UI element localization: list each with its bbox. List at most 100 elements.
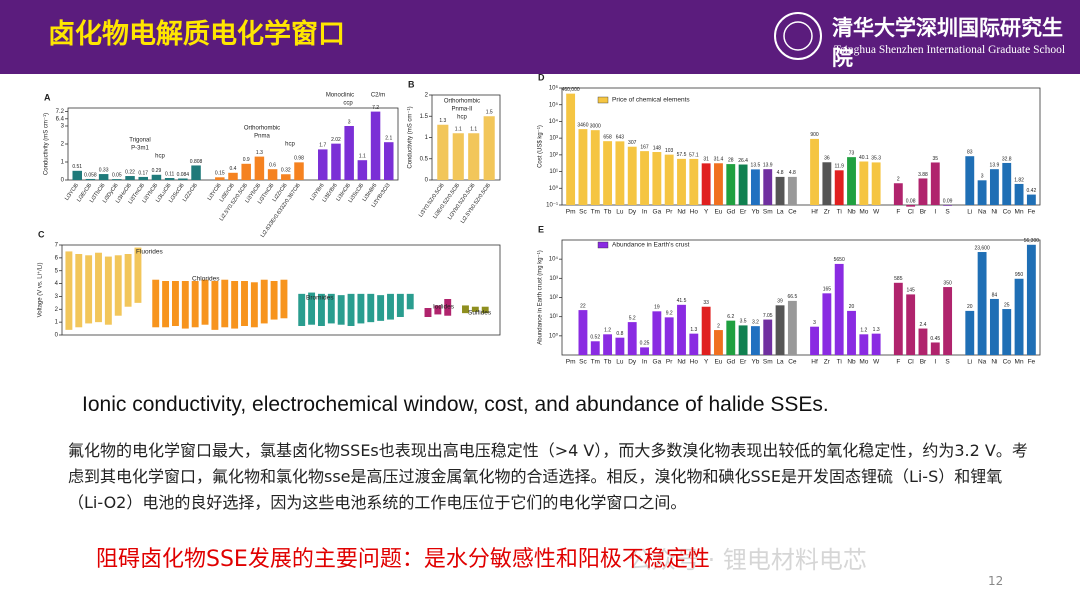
bar [1014,278,1024,355]
panel-letter: B [408,79,415,89]
x-tick-label: Na [978,359,987,366]
value-label: 31 [703,157,709,163]
bar [640,151,649,205]
range-bar [134,247,142,303]
bar [483,116,495,180]
value-label: 7.05 [763,313,773,319]
value-label: 3460 [577,122,588,128]
bar [164,178,175,180]
bar [906,205,916,207]
y-tick-label: 10⁰ [549,185,559,192]
y-axis-label: Cost (US$ kg⁻¹) [538,125,544,168]
value-label: 2.02 [331,137,341,143]
y-tick-label: 10² [549,152,558,158]
bar [930,342,940,355]
x-tick-label: Yb [751,359,759,366]
bar [112,179,122,180]
value-label: 28 [728,157,734,163]
value-label: 658 [603,135,612,141]
bar [810,138,819,205]
range-bar [152,279,160,328]
bar [847,310,856,355]
bar [834,263,844,355]
y-tick-label: 0 [425,178,429,184]
bar [943,205,953,206]
range-bar [114,255,122,316]
value-label: 0.52 [590,335,600,341]
value-label: 1.1 [455,127,462,133]
bar [787,176,797,205]
bar [85,178,96,180]
value-label: 40.1 [859,155,869,161]
header-band [0,0,1080,74]
x-tick-label: Sm [763,209,773,216]
paragraph: 氟化物的电化学窗口最大，氯基卤化物SSEs也表现出高电压稳定性（>4 V），而大… [68,441,1028,512]
y-axis-label: Abundance in Earth crust (mg kg⁻¹) [538,250,544,345]
value-label: 0.09 [943,198,953,204]
x-tick-label: Ti [837,359,842,366]
value-label: 7.2 [372,105,379,111]
bar [1014,183,1024,205]
bar [664,317,674,355]
bar [750,169,760,205]
value-label: 57.5 [677,152,687,158]
caption: Ionic conductivity, electrochemical wind… [82,393,829,416]
range-bar [462,305,469,314]
group-label: Iodides [433,304,455,311]
value-label: 36 [824,156,830,162]
value-label: 460,000 [562,87,580,93]
value-label: 1.7 [319,143,326,149]
annotation: C2/m [371,93,385,99]
bar [468,133,480,180]
x-tick-label: Er [740,209,747,216]
bar [627,146,637,205]
value-label: 19 [654,305,660,311]
y-tick-label: 10² [549,295,558,301]
value-label: 1.3 [690,327,697,333]
range-bar [387,293,394,320]
legend-label: Price of chemical elements [612,97,690,104]
value-label: 1.1 [470,127,477,133]
group-label: Sulfides [468,310,492,317]
bar [241,163,251,180]
x-tick-label: Li [967,209,972,216]
x-tick-label: Ce [788,359,797,366]
range-bar [201,279,209,325]
annotation: Trigonal [129,138,150,144]
range-bar [85,255,93,324]
bar [603,141,613,205]
range-bar [221,279,229,328]
x-tick-label: Hf [811,359,818,366]
x-tick-label: Eu [714,209,722,216]
x-tick-label: Fe [1028,209,1036,216]
value-label: 585 [894,276,903,282]
y-tick-label: 5 [55,268,59,274]
x-tick-label: F [896,359,900,366]
value-label: 0.29 [152,168,162,174]
value-label: 0.11 [165,171,175,177]
bar [677,158,686,205]
y-axis-label: Conductivity (mS cm⁻¹) [408,106,414,168]
bar [689,333,699,355]
group-label: Bromides [306,295,334,302]
highlight: 阻碍卤化物SSE发展的主要问题：是水分敏感性和阳极不稳定性 [96,547,710,572]
value-label: 13.9 [763,163,773,169]
bar [965,310,975,355]
y-tick-label: 10⁰ [549,332,559,339]
x-tick-label: Ti [837,209,842,216]
bar [738,325,748,355]
bar [652,311,662,355]
range-bar [471,306,479,312]
range-bar [191,281,199,328]
value-label: 35.3 [871,156,881,162]
value-label: 0.084 [177,172,190,178]
value-label: 0.9 [243,157,250,163]
bar [267,169,278,180]
value-label: 0.8 [616,331,623,337]
range-bar [396,293,404,317]
x-tick-label: Mo [859,209,868,216]
value-label: 3 [813,320,816,326]
value-label: 20 [967,304,973,310]
value-label: 22 [580,303,586,309]
